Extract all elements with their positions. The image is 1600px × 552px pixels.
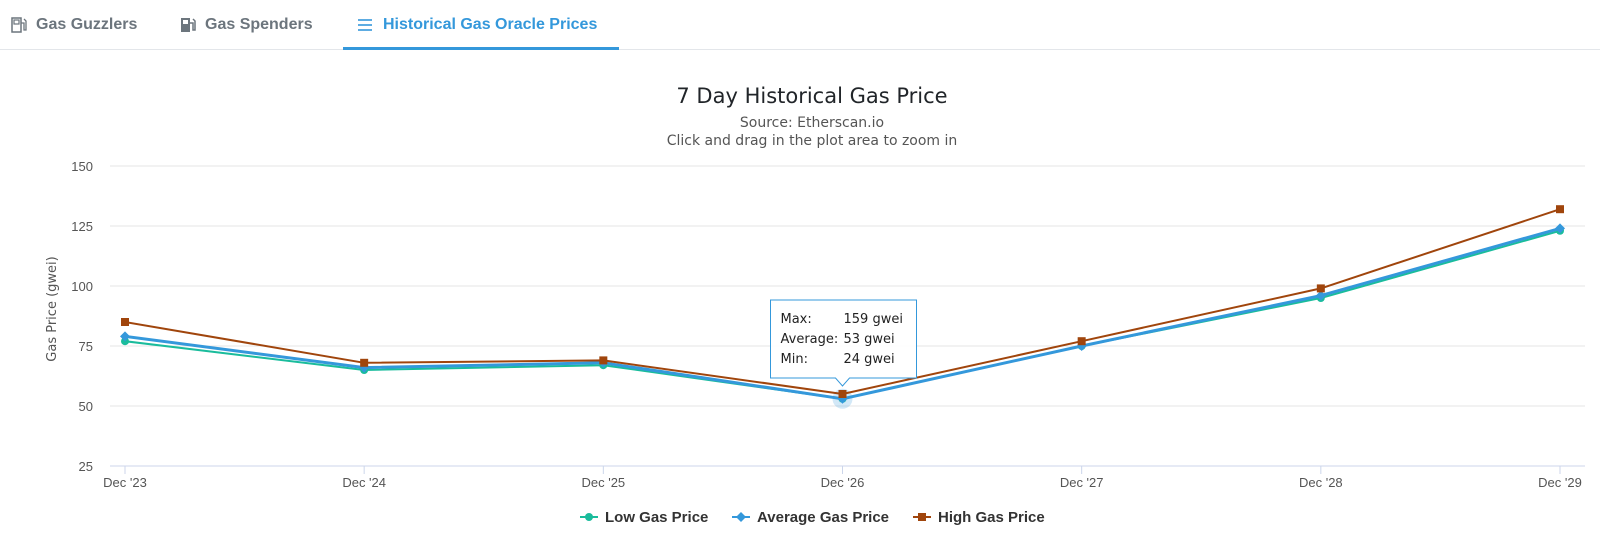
data-point[interactable] (838, 390, 847, 398)
data-point[interactable] (599, 356, 608, 365)
list-icon (357, 16, 375, 34)
x-tick-label: Dec '27 (1060, 475, 1104, 490)
fuel-station-icon (179, 16, 197, 34)
x-tick-label: Dec '23 (103, 475, 147, 490)
data-point[interactable] (1077, 337, 1086, 346)
grid (110, 165, 1585, 467)
tooltip-box (770, 299, 917, 387)
legend: Low Gas Price Average Gas Price High Gas P… (580, 509, 1045, 526)
legend-item[interactable]: Average Gas Price (732, 509, 889, 526)
series (120, 205, 1565, 409)
tab-gas-guzzlers[interactable]: Gas Guzzlers (10, 0, 137, 50)
y-tick-label: 75 (79, 339, 93, 354)
y-tick-label: 125 (71, 219, 93, 234)
y-tick-label: 150 (71, 159, 93, 174)
data-point[interactable] (121, 318, 129, 326)
chart-subtitle: Source: Etherscan.io (740, 115, 884, 131)
legend-item[interactable]: Low Gas Price (580, 509, 708, 526)
legend-marker[interactable] (736, 512, 746, 522)
gas-price-chart[interactable]: 7 Day Historical Gas Price Source: Ether… (0, 50, 1600, 552)
tooltip-value: 159 gwei (844, 312, 903, 327)
tab-label: Historical Gas Oracle Prices (383, 16, 598, 33)
gas-pump-icon (10, 16, 28, 34)
x-tick-label: Dec '29 (1538, 475, 1582, 490)
y-tick-label: 50 (79, 399, 93, 414)
series-2 (121, 205, 1564, 398)
x-tick-label: Dec '26 (821, 475, 865, 490)
tab-gas-spenders[interactable]: Gas Spenders (179, 0, 313, 50)
legend-label: Average Gas Price (757, 509, 889, 526)
data-point[interactable] (1316, 284, 1325, 293)
legend-label: High Gas Price (938, 509, 1045, 526)
data-point[interactable] (360, 358, 369, 367)
data-point[interactable] (120, 331, 130, 342)
data-point[interactable] (1555, 223, 1565, 234)
tooltip-label: Min: (781, 352, 808, 367)
data-point[interactable] (1556, 205, 1564, 214)
y-axis-label: Gas Price (gwei) (45, 256, 60, 361)
tab-bar: Gas Guzzlers Gas Spenders Historical Gas… (0, 0, 1600, 50)
legend-marker[interactable] (918, 513, 926, 521)
y-tick-label: 25 (79, 459, 93, 474)
y-tick-label: 100 (71, 279, 93, 294)
data-point[interactable] (1315, 290, 1326, 301)
x-tick-label: Dec '28 (1299, 475, 1343, 490)
tooltip-label: Max: (781, 312, 812, 327)
tab-historical-gas-oracle-prices[interactable]: Historical Gas Oracle Prices (357, 0, 597, 50)
tooltip-value: 53 gwei (844, 332, 895, 347)
tooltip-value: 24 gwei (844, 352, 895, 367)
tab-label: Gas Guzzlers (36, 16, 138, 33)
active-tab-indicator (343, 47, 619, 50)
legend-item[interactable]: High Gas Price (913, 509, 1045, 526)
legend-label: Low Gas Price (605, 509, 708, 526)
chart-zoom-hint: Click and drag in the plot area to zoom … (667, 133, 958, 149)
tooltip-label: Average: (781, 332, 839, 347)
legend-marker[interactable] (585, 513, 593, 521)
chart-title: 7 Day Historical Gas Price (676, 84, 947, 108)
x-tick-label: Dec '24 (342, 475, 386, 490)
tab-label: Gas Spenders (205, 16, 313, 33)
axes: 25 50 75 100 125 150 Dec '23 Dec '24 Dec '25 Dec … (71, 159, 1582, 490)
tooltip: Max: 159 gwei Average: 53 gwei Min: 24 gwei (770, 299, 917, 387)
x-tick-label: Dec '25 (581, 475, 625, 490)
